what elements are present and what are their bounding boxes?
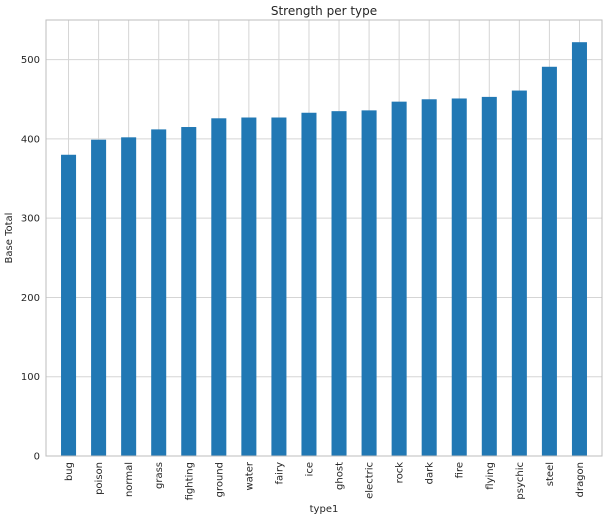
x-tick-label-flying: flying (485, 462, 496, 490)
bar-dragon (571, 42, 587, 457)
y-axis-ticks: 0 100 200 300 400 500 (21, 55, 40, 462)
bar-electric (361, 110, 377, 456)
x-tick-label-fire: fire (455, 462, 466, 478)
bar-bug (61, 154, 77, 456)
bar-ground (211, 118, 227, 456)
bar-psychic (511, 90, 527, 456)
x-tick-label-grass: grass (154, 462, 165, 489)
bar-fighting (181, 127, 197, 456)
x-tick-label-ghost: ghost (335, 462, 346, 490)
bar-normal (121, 137, 137, 456)
bars (61, 42, 587, 457)
x-tick-label-ice: ice (304, 462, 315, 476)
x-tick-label-electric: electric (365, 462, 376, 499)
x-tick-label-dark: dark (425, 462, 436, 485)
bar-ice (301, 112, 317, 457)
plot-border (45, 19, 603, 457)
x-tick-label-bug: bug (64, 462, 75, 481)
bar-rock (391, 101, 407, 456)
x-tick-label-rock: rock (395, 462, 406, 484)
chart-title: Strength per type (271, 4, 377, 18)
x-tick-label-ground: ground (214, 462, 225, 497)
bar-fairy (271, 117, 287, 456)
plot-background (46, 20, 602, 456)
bar-ghost (331, 111, 347, 456)
x-axis-title: type1 (310, 504, 339, 515)
y-tick-label: 200 (21, 293, 40, 304)
x-tick-label-dragon: dragon (575, 462, 586, 497)
y-tick-label: 400 (21, 134, 40, 145)
bar-water (241, 117, 257, 456)
y-tick-label: 500 (21, 55, 40, 66)
y-tick-label: 300 (21, 214, 40, 225)
bar-dark (421, 99, 437, 456)
x-tick-label-normal: normal (124, 462, 135, 497)
x-tick-label-water: water (244, 461, 255, 490)
x-tick-label-psychic: psychic (515, 462, 526, 500)
y-tick-label: 0 (34, 452, 40, 463)
bar-steel (541, 66, 557, 457)
x-tick-label-poison: poison (94, 462, 105, 495)
bar-flying (481, 96, 497, 457)
x-axis-ticks: bug poison normal grass fighting ground water f… (64, 461, 586, 500)
x-tick-label-steel: steel (545, 462, 556, 486)
y-tick-label: 100 (21, 372, 40, 383)
bar-poison (91, 139, 107, 456)
plot-frame (45, 19, 603, 457)
x-tick-label-fighting: fighting (184, 462, 195, 500)
y-axis-title: Base Total (4, 213, 15, 264)
bar-fire (451, 98, 467, 456)
x-tick-label-fairy: fairy (274, 462, 285, 485)
bar-grass (151, 129, 167, 456)
